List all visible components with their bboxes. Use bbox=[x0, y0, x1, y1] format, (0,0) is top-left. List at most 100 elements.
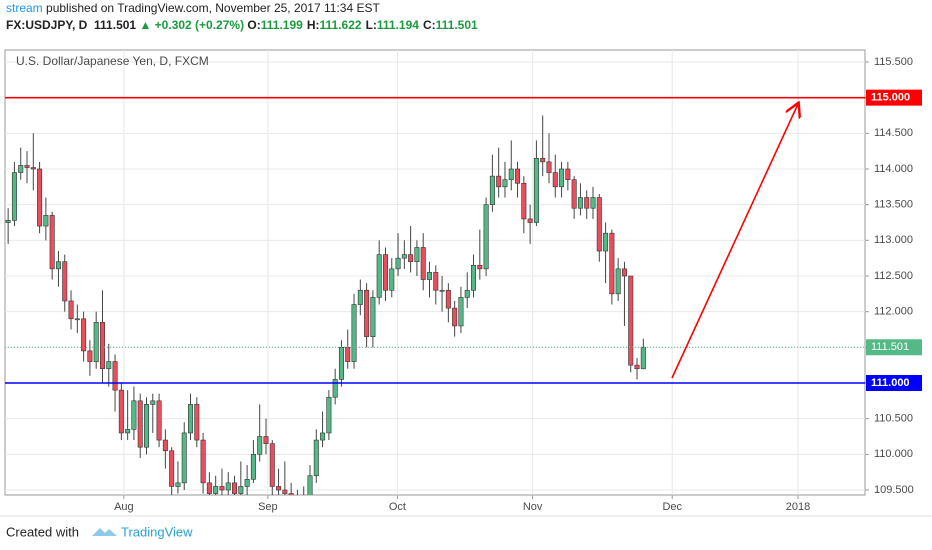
candle-body bbox=[559, 168, 565, 188]
candle-body bbox=[225, 482, 231, 491]
ohlc-label: O: bbox=[247, 18, 261, 32]
arrow-annotation bbox=[671, 104, 798, 379]
grid bbox=[5, 50, 865, 495]
candle-body bbox=[527, 218, 533, 223]
candle-body bbox=[332, 379, 338, 398]
candle-body bbox=[351, 304, 357, 362]
ohlc-value: 111.501 bbox=[435, 18, 478, 32]
candle-body bbox=[81, 318, 87, 352]
candle-body bbox=[68, 300, 74, 320]
x-tick-label: Nov bbox=[523, 501, 543, 513]
candle-body bbox=[577, 197, 583, 209]
candle-body bbox=[295, 504, 299, 505]
candle-body bbox=[584, 197, 590, 209]
candle-body bbox=[244, 479, 250, 487]
candle-body bbox=[508, 168, 514, 180]
candle-body bbox=[206, 482, 212, 494]
candle-body bbox=[395, 257, 401, 270]
candle-body bbox=[628, 275, 634, 366]
level-box bbox=[866, 375, 922, 392]
footer-brand[interactable]: TradingView bbox=[121, 524, 193, 539]
candle-body bbox=[515, 168, 521, 184]
level-box bbox=[866, 89, 922, 106]
header: stream published on TradingView.com, Nov… bbox=[6, 0, 482, 34]
candle-body bbox=[74, 318, 80, 321]
ohlc-label: H: bbox=[306, 18, 320, 32]
candle-body bbox=[200, 439, 206, 484]
candle-body bbox=[345, 347, 351, 362]
candle-body bbox=[489, 175, 495, 205]
candle-body bbox=[634, 364, 640, 370]
candle-body bbox=[609, 232, 615, 295]
candle-body bbox=[125, 429, 131, 434]
candle-body bbox=[464, 289, 470, 298]
candle-body bbox=[55, 261, 61, 270]
y-tick-label: 113.000 bbox=[874, 234, 913, 246]
candle-body bbox=[320, 432, 326, 441]
candle-body bbox=[307, 475, 313, 495]
ohlc: O:111.199 H:111.622 L:111.194 C:111.501 bbox=[247, 18, 481, 32]
symbol: FX:USDJPY, D bbox=[6, 18, 88, 32]
y-tick-label: 110.000 bbox=[874, 448, 913, 460]
candle-body bbox=[37, 168, 43, 227]
candle-body bbox=[326, 396, 332, 434]
footer-created: Created with bbox=[6, 524, 79, 539]
candle-body bbox=[571, 179, 577, 209]
candle-body bbox=[11, 172, 17, 221]
price: 111.501 bbox=[94, 18, 137, 32]
candle-body bbox=[590, 197, 596, 209]
y-tick-label: 115.500 bbox=[874, 56, 913, 68]
level-label: 115.000 bbox=[871, 92, 910, 104]
candle-body bbox=[546, 161, 552, 173]
candle-body bbox=[533, 157, 539, 223]
candle-body bbox=[238, 486, 244, 494]
candle-body bbox=[24, 165, 30, 168]
candle-body bbox=[552, 172, 558, 188]
candle-body bbox=[106, 361, 112, 370]
last-price-box bbox=[866, 339, 922, 356]
candle-body bbox=[596, 197, 602, 252]
candle-body bbox=[420, 247, 426, 280]
candle-body bbox=[445, 289, 451, 309]
x-tick-label: Oct bbox=[389, 501, 406, 513]
candle-body bbox=[162, 439, 168, 452]
candle-body bbox=[131, 400, 137, 430]
candle-body bbox=[313, 439, 319, 477]
candles bbox=[5, 96, 865, 505]
candle-body bbox=[188, 404, 194, 434]
level-label: 111.000 bbox=[871, 377, 910, 389]
candle-body bbox=[118, 389, 124, 434]
candle-body bbox=[615, 268, 621, 295]
candle-body bbox=[426, 272, 432, 280]
candle-body bbox=[408, 254, 414, 263]
candle-body bbox=[521, 182, 527, 220]
ohlc-value: 111.194 bbox=[376, 18, 419, 32]
arrow: ▲ bbox=[139, 18, 152, 32]
published: published on TradingView.com, November 2… bbox=[46, 1, 380, 15]
publish-line: stream published on TradingView.com, Nov… bbox=[6, 0, 482, 17]
candle-body bbox=[143, 404, 150, 448]
candle-body bbox=[540, 157, 546, 163]
change: +0.302 (+0.27%) bbox=[154, 18, 245, 32]
ohlc-label: L: bbox=[365, 18, 377, 32]
y-tick-label: 112.000 bbox=[874, 306, 913, 318]
candle-body bbox=[565, 168, 571, 180]
candle-body bbox=[370, 297, 376, 337]
candle-body bbox=[496, 175, 502, 188]
candle-body bbox=[213, 486, 219, 494]
ohlc-value: 111.199 bbox=[260, 18, 303, 32]
quote-line: FX:USDJPY, D 111.501 ▲ +0.302 (+0.27%) O… bbox=[6, 17, 482, 34]
candle-body bbox=[93, 322, 99, 362]
candle-body bbox=[621, 268, 627, 277]
x-tick-label: Dec bbox=[662, 501, 682, 513]
candle-body bbox=[483, 204, 489, 270]
candle-body bbox=[175, 482, 181, 487]
candle-body bbox=[276, 486, 282, 491]
candle-body bbox=[18, 165, 24, 173]
candle-body bbox=[433, 272, 439, 291]
author[interactable]: stream bbox=[6, 1, 43, 15]
candle-body bbox=[357, 289, 363, 305]
plot-frame bbox=[4, 49, 866, 496]
candle-body bbox=[502, 179, 508, 188]
